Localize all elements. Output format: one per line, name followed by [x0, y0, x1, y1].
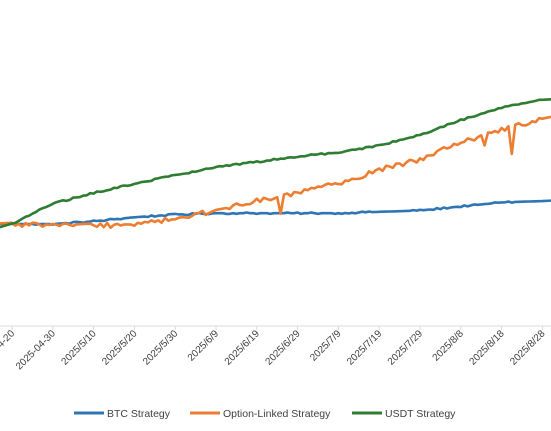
- legend-label: Option-Linked Strategy: [223, 408, 331, 420]
- x-tick-label: 2025/7/19: [345, 328, 385, 368]
- x-tick-label: 2025/8/18: [467, 328, 507, 368]
- x-tick-label: 2025/5/30: [141, 328, 181, 368]
- series-line-option-linked-strategy: [0, 115, 551, 229]
- x-tick-label: 2025/6/19: [223, 328, 263, 368]
- legend-label: BTC Strategy: [107, 408, 171, 420]
- x-tick-label: 2025/5/20: [100, 328, 140, 368]
- series-line-usdt-strategy: [0, 98, 551, 229]
- x-tick-label: 2025-04-30: [14, 328, 58, 372]
- x-tick-label: 2025/8/28: [508, 328, 548, 368]
- x-tick-label: 2025/6/29: [263, 328, 303, 368]
- x-tick-label: 2025/7/9: [308, 328, 344, 364]
- plot-area: [0, 98, 551, 229]
- x-tick-label: 2025/8/8: [431, 328, 467, 364]
- x-tick-label: 2025/7/29: [386, 328, 426, 368]
- series-line-btc-strategy: [0, 199, 551, 226]
- chart-legend: BTC Strategy Option-Linked Strategy USDT S…: [74, 408, 456, 420]
- x-tick-label: 2025/5/10: [59, 328, 99, 368]
- legend-label: USDT Strategy: [385, 408, 456, 420]
- x-tick-label: 2025/6/9: [186, 328, 222, 364]
